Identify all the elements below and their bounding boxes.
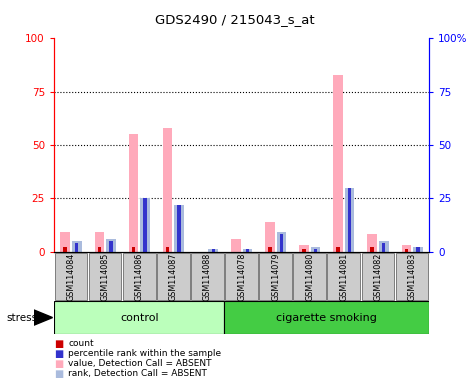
Text: GSM114086: GSM114086 [135, 252, 144, 301]
Bar [166, 247, 169, 252]
Bar [333, 74, 343, 252]
Text: rank, Detection Call = ABSENT: rank, Detection Call = ABSENT [68, 369, 207, 378]
Text: GSM114088: GSM114088 [203, 252, 212, 301]
Text: GSM114078: GSM114078 [237, 252, 246, 301]
Bar [132, 247, 135, 252]
Bar [144, 198, 147, 252]
Bar [95, 232, 104, 252]
Bar [140, 198, 150, 252]
Text: ■: ■ [54, 369, 63, 379]
Bar [413, 247, 423, 252]
Text: cigarette smoking: cigarette smoking [276, 313, 377, 323]
Bar [246, 249, 249, 252]
Text: GSM114083: GSM114083 [408, 252, 416, 301]
Text: control: control [120, 313, 159, 323]
Text: count: count [68, 339, 94, 348]
Bar [72, 241, 82, 252]
Bar [109, 241, 113, 252]
Text: GSM114082: GSM114082 [373, 252, 383, 301]
Bar [348, 188, 351, 252]
FancyBboxPatch shape [327, 253, 360, 300]
Bar [345, 188, 355, 252]
FancyBboxPatch shape [259, 253, 292, 300]
Text: stress: stress [6, 313, 37, 323]
Bar [405, 249, 408, 252]
Text: GSM114084: GSM114084 [67, 252, 76, 301]
Bar [129, 134, 138, 252]
Text: percentile rank within the sample: percentile rank within the sample [68, 349, 221, 358]
Bar [265, 222, 275, 252]
FancyBboxPatch shape [157, 253, 189, 300]
Bar [367, 235, 377, 252]
Text: ■: ■ [54, 349, 63, 359]
Text: ■: ■ [54, 359, 63, 369]
Text: GSM114081: GSM114081 [340, 252, 348, 301]
Bar [174, 205, 184, 252]
Bar [268, 247, 272, 252]
Bar [212, 249, 215, 252]
Text: GSM114087: GSM114087 [169, 252, 178, 301]
FancyBboxPatch shape [396, 253, 429, 300]
Bar [208, 249, 218, 252]
Bar [416, 247, 420, 252]
FancyBboxPatch shape [54, 253, 87, 300]
Text: value, Detection Call = ABSENT: value, Detection Call = ABSENT [68, 359, 212, 368]
FancyBboxPatch shape [89, 253, 121, 300]
FancyBboxPatch shape [225, 253, 258, 300]
Bar [63, 247, 67, 252]
FancyBboxPatch shape [54, 301, 225, 334]
Text: GSM114085: GSM114085 [100, 252, 110, 301]
FancyBboxPatch shape [191, 253, 224, 300]
FancyBboxPatch shape [362, 253, 394, 300]
FancyBboxPatch shape [294, 253, 326, 300]
Bar [280, 235, 283, 252]
Polygon shape [34, 310, 53, 325]
Bar [277, 232, 286, 252]
Bar [299, 245, 309, 252]
Bar [379, 241, 388, 252]
FancyBboxPatch shape [225, 301, 429, 334]
Bar [242, 249, 252, 252]
Bar [61, 232, 70, 252]
Bar [302, 249, 306, 252]
FancyBboxPatch shape [123, 253, 156, 300]
Bar [314, 249, 317, 252]
Bar [231, 239, 241, 252]
Bar [371, 247, 374, 252]
Text: ■: ■ [54, 339, 63, 349]
Text: GSM114080: GSM114080 [305, 252, 314, 301]
Bar [98, 247, 101, 252]
Text: GSM114079: GSM114079 [271, 252, 280, 301]
Bar [311, 247, 320, 252]
Bar [106, 239, 116, 252]
Bar [401, 245, 411, 252]
Bar [75, 243, 78, 252]
Bar [177, 205, 181, 252]
Bar [163, 128, 172, 252]
Bar [336, 247, 340, 252]
Bar [382, 243, 386, 252]
Text: GDS2490 / 215043_s_at: GDS2490 / 215043_s_at [155, 13, 314, 26]
